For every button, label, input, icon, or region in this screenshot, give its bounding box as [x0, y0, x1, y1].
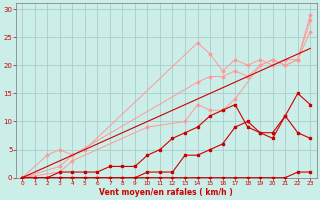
- X-axis label: Vent moyen/en rafales ( km/h ): Vent moyen/en rafales ( km/h ): [100, 188, 233, 197]
